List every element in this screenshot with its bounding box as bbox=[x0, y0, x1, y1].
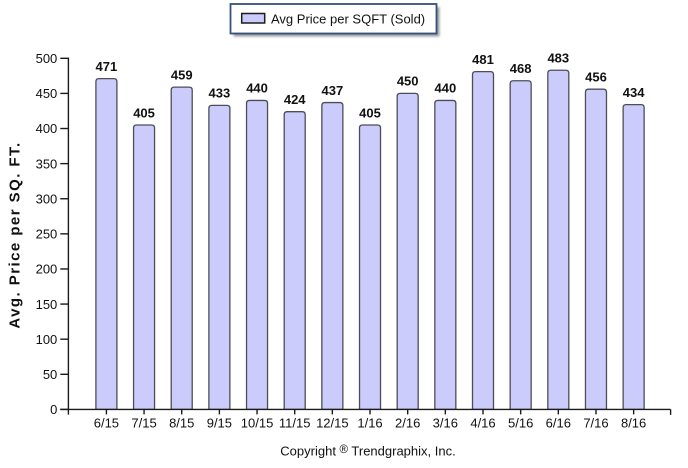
svg-text:350: 350 bbox=[36, 156, 58, 171]
svg-text:200: 200 bbox=[36, 262, 58, 277]
svg-text:12/15: 12/15 bbox=[316, 415, 349, 430]
svg-text:3/16: 3/16 bbox=[433, 415, 458, 430]
svg-text:11/15: 11/15 bbox=[279, 415, 311, 430]
svg-text:405: 405 bbox=[359, 105, 381, 120]
svg-text:405: 405 bbox=[133, 105, 155, 120]
svg-text:150: 150 bbox=[36, 297, 58, 312]
svg-text:8/16: 8/16 bbox=[621, 415, 646, 430]
svg-text:10/15: 10/15 bbox=[241, 415, 274, 430]
svg-text:471: 471 bbox=[96, 59, 118, 74]
svg-text:440: 440 bbox=[434, 81, 456, 96]
svg-text:9/15: 9/15 bbox=[207, 415, 232, 430]
svg-text:1/16: 1/16 bbox=[357, 415, 382, 430]
svg-text:450: 450 bbox=[397, 74, 419, 89]
svg-text:0: 0 bbox=[50, 402, 57, 417]
svg-text:2/16: 2/16 bbox=[395, 415, 420, 430]
svg-text:483: 483 bbox=[547, 51, 569, 66]
svg-text:456: 456 bbox=[585, 70, 607, 85]
svg-text:434: 434 bbox=[623, 85, 645, 100]
svg-text:8/15: 8/15 bbox=[169, 415, 194, 430]
svg-text:424: 424 bbox=[284, 92, 306, 107]
svg-text:440: 440 bbox=[246, 81, 268, 96]
svg-text:300: 300 bbox=[36, 191, 58, 206]
svg-text:7/16: 7/16 bbox=[583, 415, 608, 430]
svg-text:5/16: 5/16 bbox=[508, 415, 533, 430]
svg-text:437: 437 bbox=[322, 83, 344, 98]
svg-text:7/15: 7/15 bbox=[131, 415, 156, 430]
svg-text:459: 459 bbox=[171, 67, 193, 82]
svg-text:4/16: 4/16 bbox=[470, 415, 495, 430]
svg-text:500: 500 bbox=[36, 51, 58, 66]
svg-text:Avg Price per SQFT (Sold): Avg Price per SQFT (Sold) bbox=[271, 11, 425, 26]
svg-text:250: 250 bbox=[36, 227, 58, 242]
svg-text:6/16: 6/16 bbox=[546, 415, 571, 430]
svg-text:100: 100 bbox=[36, 332, 58, 347]
svg-text:50: 50 bbox=[43, 367, 57, 382]
svg-text:Copyright ® Trendgraphix, Inc.: Copyright ® Trendgraphix, Inc. bbox=[280, 443, 455, 458]
svg-text:468: 468 bbox=[510, 61, 532, 76]
svg-text:Avg. Price per SQ. FT.: Avg. Price per SQ. FT. bbox=[7, 141, 24, 328]
svg-text:400: 400 bbox=[36, 121, 58, 136]
svg-text:481: 481 bbox=[472, 52, 494, 67]
svg-text:450: 450 bbox=[36, 86, 58, 101]
svg-text:433: 433 bbox=[209, 86, 231, 101]
svg-text:6/15: 6/15 bbox=[94, 415, 119, 430]
